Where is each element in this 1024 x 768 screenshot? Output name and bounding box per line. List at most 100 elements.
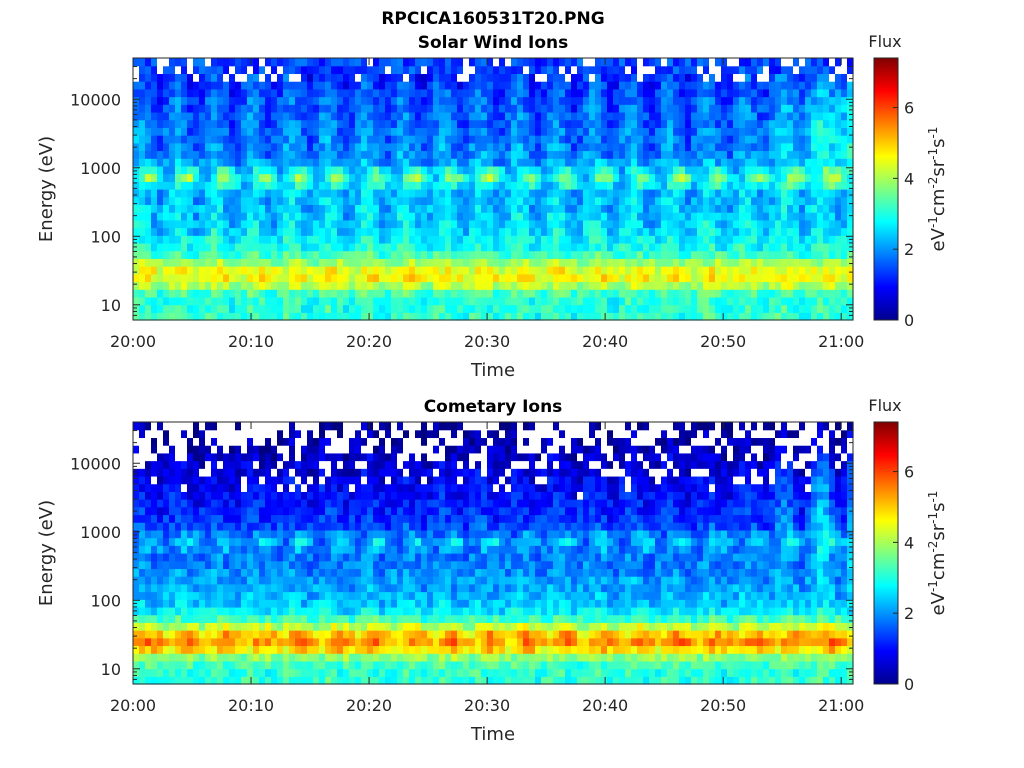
heat-cell <box>355 189 362 198</box>
heat-cell <box>205 653 212 662</box>
heat-cell <box>373 266 380 275</box>
heat-cell <box>649 173 656 182</box>
heat-cell <box>559 296 566 306</box>
heat-cell <box>451 181 458 190</box>
panel-title: Cometary Ions <box>424 397 563 417</box>
heat-cell <box>157 676 164 685</box>
heat-cell <box>493 58 500 67</box>
heat-cell <box>385 158 392 167</box>
heat-cell <box>409 88 416 98</box>
heat-cell <box>559 235 566 244</box>
heat-cell <box>355 119 362 128</box>
heat-cell <box>289 165 296 175</box>
heat-cell <box>847 135 854 144</box>
heat-cell <box>589 181 596 190</box>
heat-cell <box>643 189 650 198</box>
heat-cell <box>307 73 314 82</box>
heat-cell <box>367 273 374 283</box>
heat-cell <box>421 73 428 82</box>
heat-cell <box>199 88 206 98</box>
heat-cell <box>817 304 824 313</box>
heat-cell <box>757 158 764 167</box>
heat-cell <box>343 304 350 313</box>
heat-cell <box>649 312 656 321</box>
heat-cell <box>163 96 170 105</box>
heat-cell <box>283 96 290 105</box>
heat-cell <box>271 250 278 259</box>
heat-cell <box>379 81 386 90</box>
heat-cell <box>517 96 524 105</box>
heat-cell <box>847 58 854 67</box>
heat-cell <box>379 289 386 298</box>
heat-cell <box>211 653 218 662</box>
heat-cell <box>373 196 380 206</box>
heat-cell <box>529 219 536 229</box>
heat-cell <box>385 296 392 306</box>
heat-cell <box>259 445 266 454</box>
heat-cell <box>601 212 608 221</box>
heat-cell <box>445 104 452 113</box>
heat-cell <box>523 165 530 175</box>
heat-cell <box>307 142 314 152</box>
heat-cell <box>145 96 152 105</box>
heat-cell <box>793 250 800 259</box>
heat-cell <box>331 281 338 290</box>
heat-cell <box>613 266 620 275</box>
heat-cell <box>433 96 440 105</box>
heat-cell <box>781 258 788 267</box>
heat-cell <box>343 289 350 298</box>
heat-cell <box>379 104 386 113</box>
heat-cell <box>277 58 284 67</box>
heat-cell <box>229 88 236 98</box>
heat-cell <box>211 111 218 121</box>
x-tick-label: 20:00 <box>110 332 156 351</box>
heat-cell <box>247 227 254 236</box>
heat-cell <box>259 189 266 198</box>
heat-cell <box>607 150 614 159</box>
heat-cell <box>439 258 446 267</box>
heat-cell <box>241 553 248 562</box>
heat-cell <box>811 173 818 182</box>
heat-cell <box>337 204 344 213</box>
heat-cell <box>157 522 164 531</box>
heat-cell <box>577 281 584 290</box>
heat-cell <box>625 96 632 105</box>
heat-cell <box>139 606 146 616</box>
heat-cell <box>751 104 758 113</box>
heat-cell <box>607 58 614 67</box>
heat-cell <box>361 235 368 244</box>
heat-cell <box>157 568 164 577</box>
heat-cell <box>139 196 146 206</box>
heat-cell <box>847 73 854 82</box>
heat-cell <box>235 445 242 454</box>
heat-cell <box>409 250 416 259</box>
heat-cell <box>229 606 236 616</box>
heat-cell <box>685 96 692 105</box>
heat-cell <box>247 614 254 623</box>
heat-cell <box>247 81 254 90</box>
heat-cell <box>553 150 560 159</box>
heat-cell <box>421 242 428 252</box>
heat-cell <box>145 142 152 152</box>
heat-cell <box>745 304 752 313</box>
heat-cell <box>589 88 596 98</box>
heat-cell <box>265 150 272 159</box>
heat-cell <box>499 142 506 152</box>
heat-cell <box>607 173 614 182</box>
heat-cell <box>691 304 698 313</box>
heat-cell <box>631 235 638 244</box>
heat-cell <box>139 668 146 677</box>
heat-cell <box>379 181 386 190</box>
heat-cell <box>787 242 794 252</box>
heat-cell <box>229 522 236 531</box>
heat-cell <box>679 58 686 67</box>
heat-cell <box>817 196 824 206</box>
heat-cell <box>595 273 602 283</box>
heat-cell <box>721 204 728 213</box>
heat-cell <box>271 599 278 608</box>
heat-cell <box>751 135 758 144</box>
heat-cell <box>253 119 260 128</box>
heat-cell <box>757 173 764 182</box>
heat-cell <box>139 173 146 182</box>
heat-cell <box>553 135 560 144</box>
